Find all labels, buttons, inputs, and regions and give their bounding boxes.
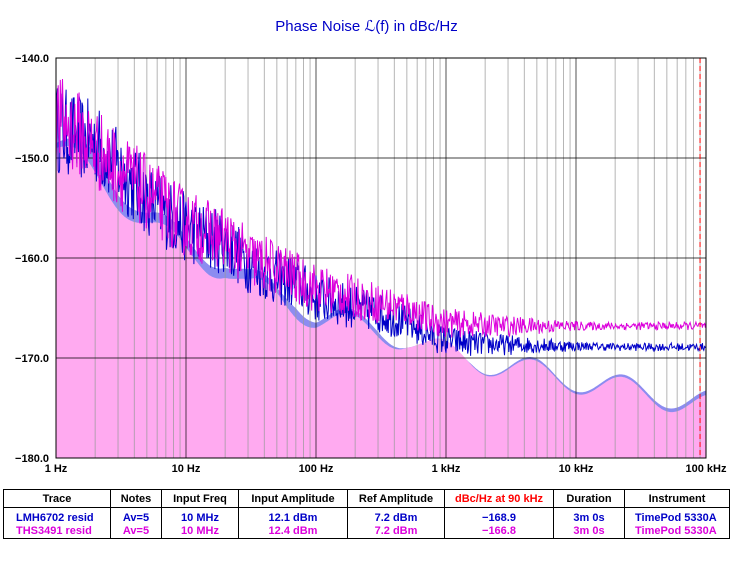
- header-notes: Notes: [110, 489, 162, 508]
- cell-ref-amplitude: 7.2 dBm: [347, 525, 445, 539]
- x-tick-label: 1 Hz: [45, 463, 68, 475]
- x-tick-label: 10 Hz: [172, 463, 201, 475]
- cell-instrument: TimePod 5330A: [624, 525, 730, 539]
- header-input-freq: Input Freq: [161, 489, 239, 508]
- y-tick-label: −140.0: [15, 53, 49, 65]
- plot-border: [55, 57, 707, 459]
- series-fills: [56, 138, 706, 459]
- cell-dbc-90k: −168.9: [444, 507, 554, 525]
- x-tick-label: 1 kHz: [432, 463, 461, 475]
- cell-instrument: TimePod 5330A: [624, 507, 730, 525]
- y-tick-label: −180.0: [15, 453, 49, 465]
- line-ths3491: [55, 78, 707, 338]
- line-lmh6702: [55, 88, 707, 356]
- header-input-amplitude: Input Amplitude: [238, 489, 348, 508]
- header-ref-amplitude: Ref Amplitude: [347, 489, 445, 508]
- cell-notes: Av=5: [110, 507, 162, 525]
- header-duration: Duration: [553, 489, 625, 508]
- y-tick-label: −150.0: [15, 153, 49, 165]
- x-tick-label: 10 kHz: [559, 463, 594, 475]
- cell-input-freq: 10 MHz: [161, 525, 239, 539]
- legend-row-ths3491: THS3491 resid Av=5 10 MHz 12.4 dBm 7.2 d…: [3, 525, 730, 539]
- legend-table: Trace Notes Input Freq Input Amplitude R…: [3, 489, 730, 539]
- y-axis-ticks: −140.0 −150.0 −160.0 −170.0 −180.0: [15, 53, 49, 465]
- legend-row-lmh6702: LMH6702 resid Av=5 10 MHz 12.1 dBm 7.2 d…: [3, 507, 730, 525]
- y-tick-label: −170.0: [15, 353, 49, 365]
- phase-noise-chart: −140.0 −150.0 −160.0 −170.0 −180.0 1 Hz 10 Hz…: [15, 53, 727, 475]
- cell-ref-amplitude: 7.2 dBm: [347, 507, 445, 525]
- header-dbc-90k: dBc/Hz at 90 kHz: [444, 489, 554, 508]
- cell-duration: 3m 0s: [553, 525, 625, 539]
- cell-trace: THS3491 resid: [3, 525, 111, 539]
- x-tick-label: 100 kHz: [686, 463, 727, 475]
- cell-duration: 3m 0s: [553, 507, 625, 525]
- cell-input-amplitude: 12.1 dBm: [238, 507, 348, 525]
- chart-title: Phase Noise ℒ(f) in dBc/Hz: [275, 18, 458, 35]
- cell-notes: Av=5: [110, 525, 162, 539]
- cell-input-amplitude: 12.4 dBm: [238, 525, 348, 539]
- series-lines: [55, 78, 707, 356]
- legend-header-row: Trace Notes Input Freq Input Amplitude R…: [3, 489, 730, 508]
- cell-input-freq: 10 MHz: [161, 507, 239, 525]
- x-tick-label: 100 Hz: [299, 463, 334, 475]
- x-axis-ticks: 1 Hz 10 Hz 100 Hz 1 kHz 10 kHz 100 kHz: [45, 463, 727, 475]
- cell-trace: LMH6702 resid: [3, 507, 111, 525]
- fill-ths3491: [56, 146, 706, 458]
- y-tick-label: −160.0: [15, 253, 49, 265]
- header-instrument: Instrument: [624, 489, 730, 508]
- header-trace: Trace: [3, 489, 111, 508]
- cell-dbc-90k: −166.8: [444, 525, 554, 539]
